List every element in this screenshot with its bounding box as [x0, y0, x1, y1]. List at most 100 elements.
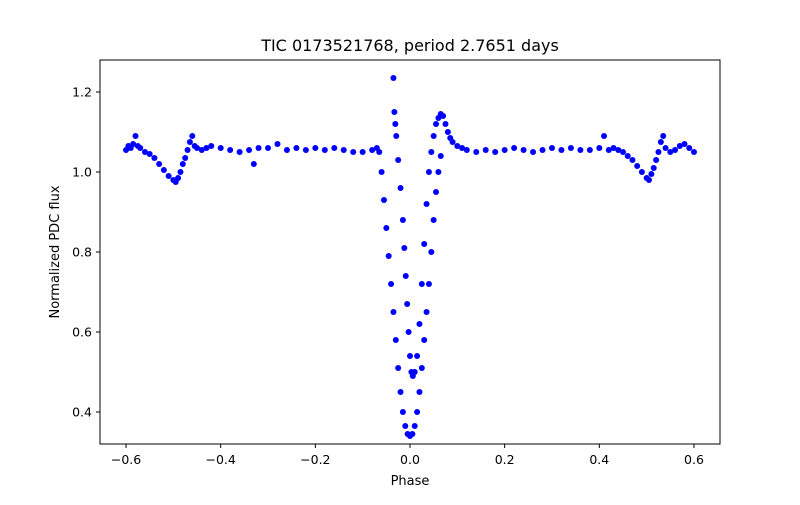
data-point	[530, 149, 537, 155]
data-point	[407, 353, 413, 359]
data-point	[402, 423, 409, 429]
data-point	[615, 147, 622, 153]
data-point	[186, 139, 193, 145]
data-point	[208, 143, 215, 149]
data-point	[395, 365, 402, 371]
data-point	[409, 431, 416, 437]
data-point	[416, 321, 423, 327]
data-point	[397, 389, 404, 395]
data-point	[548, 145, 555, 151]
data-point	[463, 147, 470, 153]
data-point	[411, 423, 418, 429]
data-point	[156, 161, 163, 167]
data-point	[428, 149, 435, 155]
data-point	[558, 147, 565, 153]
data-point	[390, 75, 397, 81]
data-point	[414, 409, 421, 415]
data-point	[433, 121, 440, 127]
data-point	[492, 149, 499, 155]
data-point	[165, 173, 172, 179]
data-point	[418, 365, 425, 371]
data-point	[601, 133, 608, 139]
data-point	[399, 217, 406, 223]
data-point	[440, 113, 447, 119]
data-point	[444, 129, 451, 135]
data-point	[650, 165, 657, 171]
data-point	[395, 157, 402, 163]
data-point	[182, 155, 189, 161]
data-point	[376, 149, 383, 155]
x-tick-label: −0.2	[300, 452, 330, 467]
data-point	[236, 149, 243, 155]
data-point	[676, 143, 683, 149]
data-point	[657, 139, 664, 145]
data-point	[321, 147, 328, 153]
data-point	[203, 145, 210, 151]
data-point	[442, 121, 449, 127]
data-point	[250, 161, 257, 167]
data-point	[655, 149, 662, 155]
data-point	[198, 147, 205, 153]
data-point	[141, 149, 148, 155]
data-point	[421, 241, 428, 247]
data-points	[123, 75, 697, 439]
y-tick-label: 1.2	[72, 85, 92, 100]
data-point	[648, 171, 655, 177]
data-point	[293, 145, 300, 151]
data-point	[690, 149, 697, 155]
data-point	[430, 217, 437, 223]
data-point	[392, 121, 399, 127]
data-point	[605, 147, 612, 153]
data-point	[383, 225, 390, 231]
x-tick-label: −0.4	[206, 452, 236, 467]
y-tick-label: 1.0	[72, 165, 92, 180]
data-point	[312, 145, 319, 151]
data-point	[404, 301, 411, 307]
data-point	[132, 133, 139, 139]
data-point	[177, 169, 184, 175]
data-point	[378, 169, 385, 175]
data-point	[283, 147, 290, 153]
data-point	[619, 149, 626, 155]
x-tick-label: 0.2	[495, 452, 515, 467]
data-point	[418, 281, 425, 287]
data-point	[397, 185, 404, 191]
data-point	[482, 147, 489, 153]
data-point	[184, 147, 191, 153]
data-point	[255, 145, 262, 151]
data-point	[402, 273, 409, 279]
data-point	[634, 163, 641, 169]
data-point	[331, 145, 338, 151]
data-point	[667, 149, 674, 155]
data-point	[359, 149, 366, 155]
data-point	[411, 369, 418, 375]
data-point	[179, 161, 186, 167]
data-point	[246, 147, 253, 153]
data-point	[421, 337, 428, 343]
data-point	[425, 169, 432, 175]
data-point	[662, 145, 669, 151]
data-point	[672, 147, 679, 153]
data-point	[428, 249, 435, 255]
x-axis-ticks: −0.6 −0.4 −0.2 0.0 0.2 0.4 0.6	[111, 444, 704, 467]
data-point	[350, 149, 357, 155]
plot-area-frame	[99, 59, 721, 445]
data-point	[653, 157, 660, 163]
data-point	[454, 143, 461, 149]
data-point	[401, 245, 408, 251]
data-point	[449, 139, 456, 145]
data-point	[151, 155, 158, 161]
data-point	[610, 145, 617, 151]
data-point	[217, 145, 224, 151]
data-point	[414, 353, 421, 359]
data-point	[369, 147, 376, 153]
data-point	[265, 145, 272, 151]
data-point	[660, 133, 667, 139]
data-point	[567, 145, 574, 151]
data-point	[380, 197, 387, 203]
data-point	[511, 145, 518, 151]
data-point	[423, 309, 430, 315]
data-point	[646, 177, 653, 183]
